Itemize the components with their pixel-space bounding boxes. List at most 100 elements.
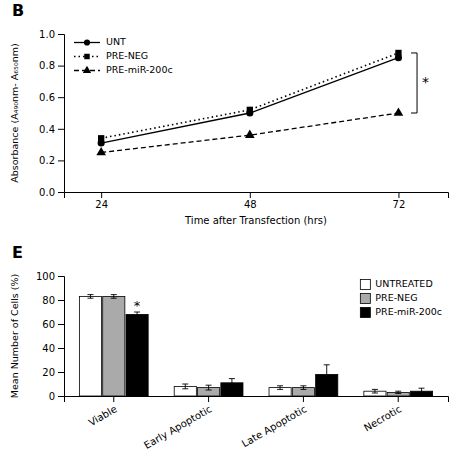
annotation: * bbox=[134, 298, 141, 313]
tick: 0.0 bbox=[39, 187, 64, 198]
line bbox=[101, 53, 398, 138]
error-bar bbox=[395, 391, 401, 393]
tick-label: 0.6 bbox=[39, 92, 55, 103]
tick-mark bbox=[58, 324, 64, 325]
point bbox=[98, 135, 104, 141]
tick-mark bbox=[58, 34, 64, 35]
legend: UNT PRE-NEG PRE-miR-200c bbox=[74, 36, 173, 75]
tick-label: Late Apoptotic bbox=[240, 403, 309, 449]
tick-label: 0 bbox=[49, 391, 55, 402]
legend-label: PRE-NEG bbox=[106, 50, 148, 61]
error-bar bbox=[111, 295, 117, 299]
tick-label: 24 bbox=[95, 199, 108, 210]
point bbox=[394, 107, 404, 115]
tick-mark bbox=[208, 396, 209, 402]
point bbox=[395, 50, 401, 56]
legend-item: PRE-NEG bbox=[360, 292, 417, 304]
tick-label: 40 bbox=[42, 343, 55, 354]
tick-label: 72 bbox=[393, 199, 406, 210]
x-axis: 24 48 72 bbox=[65, 192, 449, 210]
tick-mark bbox=[58, 192, 64, 193]
tick-mark bbox=[58, 348, 64, 349]
tick: Necrotic bbox=[362, 396, 403, 433]
tick: 1.0 bbox=[39, 29, 64, 40]
tick-mark bbox=[113, 396, 114, 402]
tick-mark bbox=[58, 396, 64, 397]
panel-title: B bbox=[12, 1, 24, 20]
error-bar bbox=[87, 295, 93, 299]
tick-label: 0.2 bbox=[39, 155, 55, 166]
error-bar bbox=[419, 388, 425, 394]
tick-mark bbox=[58, 276, 64, 277]
tick-mark bbox=[58, 66, 64, 67]
legend-item: PRE-NEG bbox=[74, 50, 148, 61]
tick: Early Apoptotic bbox=[142, 396, 214, 451]
legend-swatch bbox=[360, 308, 370, 318]
legend-item: UNT bbox=[74, 36, 126, 47]
tick: 72 bbox=[393, 192, 406, 210]
point bbox=[247, 107, 253, 113]
y-axis: 0 20 40 60 80 100 bbox=[36, 271, 65, 402]
legend-marker bbox=[84, 54, 89, 59]
tick-mark bbox=[58, 372, 64, 373]
bar bbox=[126, 314, 148, 396]
tick-mark bbox=[58, 97, 64, 98]
axis-line bbox=[65, 397, 449, 403]
error-bar bbox=[182, 384, 188, 389]
tick-mark bbox=[398, 192, 399, 198]
legend-label: UNT bbox=[106, 36, 126, 47]
tick-label: 100 bbox=[36, 271, 55, 282]
tick: Viable bbox=[87, 396, 119, 428]
y-axis-title: Absorbance (A₄₉₀nm- A₆₅₀nm) bbox=[9, 43, 20, 182]
tick: 48 bbox=[244, 192, 257, 210]
tick: 60 bbox=[42, 319, 64, 330]
error-bar bbox=[372, 389, 378, 393]
tick: 0.4 bbox=[39, 124, 64, 135]
tick: 100 bbox=[36, 271, 64, 282]
tick-mark bbox=[303, 396, 304, 402]
legend-label: UNTREATED bbox=[375, 278, 432, 289]
x-axis: Viable Early Apoptotic Late Apoptotic Necro… bbox=[65, 396, 449, 451]
plot-area bbox=[96, 50, 403, 155]
legend-marker bbox=[83, 66, 91, 73]
point bbox=[96, 147, 106, 155]
tick-mark bbox=[58, 300, 64, 301]
tick-mark bbox=[398, 396, 399, 402]
legend-item: PRE-miR-200c bbox=[360, 306, 442, 318]
axis-line bbox=[58, 35, 65, 193]
tick: 0.6 bbox=[39, 92, 64, 103]
legend-item: UNTREATED bbox=[360, 278, 432, 290]
tick: 20 bbox=[42, 367, 64, 378]
legend-label: PRE-miR-200c bbox=[106, 64, 173, 75]
legend-label: PRE-NEG bbox=[375, 292, 417, 303]
error-bar bbox=[300, 386, 306, 390]
legend: UNTREATED PRE-NEG PRE-miR-200c bbox=[360, 278, 442, 318]
y-axis-title: Mean Number of Cells (%) bbox=[9, 274, 20, 398]
tick-label: 0.4 bbox=[39, 124, 55, 135]
line bbox=[101, 113, 398, 153]
y-axis: 0.00.20.40.60.81.0 bbox=[39, 29, 64, 198]
error-bar bbox=[206, 385, 212, 390]
tick-label: 0.0 bbox=[39, 187, 55, 198]
panel-title: E bbox=[12, 243, 23, 262]
error-bar bbox=[277, 386, 283, 390]
significance-bracket bbox=[411, 53, 417, 113]
tick-mark bbox=[58, 129, 64, 130]
tick-label: Necrotic bbox=[362, 403, 403, 433]
tick-label: 60 bbox=[42, 319, 55, 330]
tick-mark bbox=[250, 192, 251, 198]
tick-label: 80 bbox=[42, 295, 55, 306]
legend-item: PRE-miR-200c bbox=[74, 64, 173, 75]
tick-mark bbox=[101, 192, 102, 198]
x-axis-title: Time after Transfection (hrs) bbox=[184, 215, 327, 226]
tick-label: Early Apoptotic bbox=[142, 403, 214, 451]
axis-line bbox=[58, 277, 65, 397]
tick: 40 bbox=[42, 343, 64, 354]
tick: Late Apoptotic bbox=[240, 396, 309, 449]
legend-swatch bbox=[360, 280, 370, 290]
tick: 0.2 bbox=[39, 155, 64, 166]
tick: 0 bbox=[49, 391, 64, 402]
point bbox=[245, 130, 255, 138]
axis-line bbox=[65, 193, 449, 199]
tick-label: 48 bbox=[244, 199, 257, 210]
